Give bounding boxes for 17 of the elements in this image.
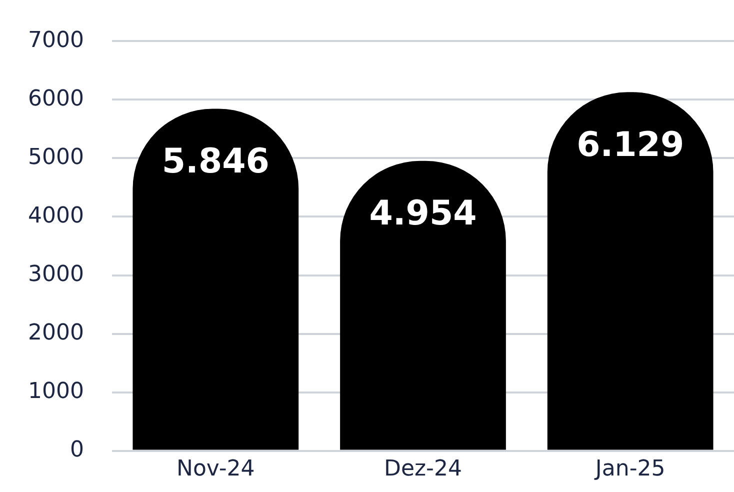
data-label: 6.129 [576, 124, 684, 165]
data-label: 5.846 [162, 142, 270, 182]
y-tick-label: 0 [70, 438, 84, 463]
data-label: 4.954 [369, 194, 477, 234]
y-tick-label: 3000 [28, 262, 84, 287]
x-tick-label: Jan-25 [593, 456, 666, 482]
y-tick-label: 5000 [28, 144, 84, 170]
x-tick-label: Nov-24 [176, 456, 255, 482]
bar [547, 92, 714, 450]
y-tick-label: 6000 [28, 86, 84, 112]
y-tick-label: 2000 [28, 320, 84, 346]
y-tick-label: 1000 [28, 379, 84, 404]
y-tick-label: 7000 [28, 28, 84, 53]
bar [340, 160, 506, 450]
x-tick-label: Dez-24 [384, 456, 462, 482]
y-tick-label: 4000 [28, 203, 84, 228]
bar [132, 108, 299, 450]
